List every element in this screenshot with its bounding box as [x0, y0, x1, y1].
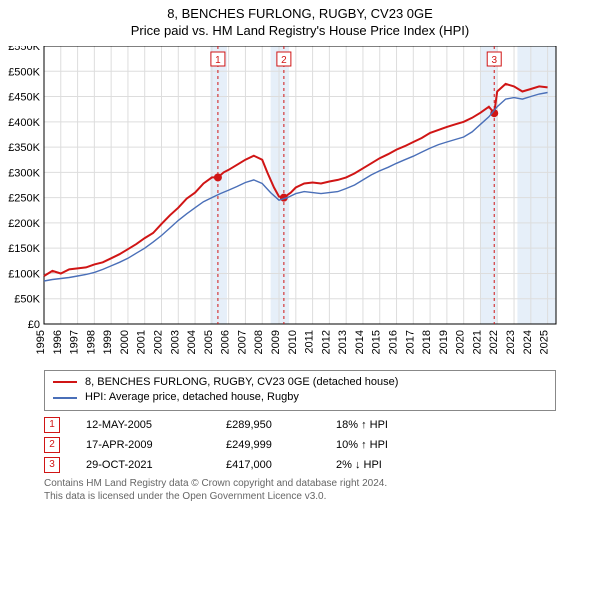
event-marker-number: 2: [281, 55, 287, 66]
event-price: £289,950: [226, 419, 336, 431]
y-tick-label: £300K: [8, 167, 40, 179]
x-tick-label: 1998: [85, 330, 97, 354]
y-tick-label: £550K: [8, 46, 40, 53]
y-tick-label: £350K: [8, 142, 40, 154]
event-row: 3 29-OCT-2021£417,0002% ↓ HPI: [44, 457, 556, 473]
chart-svg: £0 £50K £100K £150K £200K £250K £300K £350K £400…: [0, 46, 600, 366]
legend: 8, BENCHES FURLONG, RUGBY, CV23 0GE (det…: [44, 370, 556, 411]
x-tick-label: 2020: [455, 330, 467, 354]
event-marker: 1: [44, 417, 60, 433]
x-tick-label: 2016: [388, 330, 400, 354]
event-date: 17-APR-2009: [86, 439, 226, 451]
x-tick-label: 2003: [169, 330, 181, 354]
title-line2: Price paid vs. HM Land Registry's House …: [0, 23, 600, 40]
y-tick-label: £450K: [8, 91, 40, 103]
event-price: £249,999: [226, 439, 336, 451]
footer: Contains HM Land Registry data © Crown c…: [44, 477, 556, 503]
footer-line2: This data is licensed under the Open Gov…: [44, 490, 556, 503]
x-tick-label: 1995: [35, 330, 47, 354]
event-diff: 18% ↑ HPI: [336, 419, 456, 431]
x-tick-label: 1996: [52, 330, 64, 354]
x-tick-label: 2019: [438, 330, 450, 354]
y-tick-label: £200K: [8, 218, 40, 230]
y-tick-label: £0: [28, 319, 40, 331]
y-tick-label: £50K: [14, 294, 40, 306]
x-tick-label: 2025: [539, 330, 551, 354]
x-tick-label: 1997: [69, 330, 81, 354]
x-tick-label: 2009: [270, 330, 282, 354]
x-tick-label: 2001: [136, 330, 148, 354]
event-row: 1 12-MAY-2005£289,95018% ↑ HPI: [44, 417, 556, 433]
legend-swatch: [53, 381, 77, 383]
event-date: 12-MAY-2005: [86, 419, 226, 431]
x-tick-label: 2005: [203, 330, 215, 354]
x-tick-label: 2008: [253, 330, 265, 354]
event-date: 29-OCT-2021: [86, 459, 226, 471]
x-tick-label: 2010: [287, 330, 299, 354]
x-tick-label: 2021: [471, 330, 483, 354]
events-table: 1 12-MAY-2005£289,95018% ↑ HPI 2 17-APR-200…: [44, 417, 556, 473]
x-tick-label: 2004: [186, 330, 198, 354]
event-diff: 2% ↓ HPI: [336, 459, 456, 471]
x-tick-label: 2015: [371, 330, 383, 354]
event-diff: 10% ↑ HPI: [336, 439, 456, 451]
event-marker-number: 1: [215, 55, 221, 66]
footer-line1: Contains HM Land Registry data © Crown c…: [44, 477, 556, 490]
legend-label: HPI: Average price, detached house, Rugb…: [85, 390, 299, 405]
highlight-band: [210, 46, 227, 324]
title-line1: 8, BENCHES FURLONG, RUGBY, CV23 0GE: [0, 6, 600, 23]
x-tick-label: 2007: [236, 330, 248, 354]
y-tick-label: £250K: [8, 192, 40, 204]
y-tick-label: £100K: [8, 268, 40, 280]
event-marker: 2: [44, 437, 60, 453]
chart-title: 8, BENCHES FURLONG, RUGBY, CV23 0GE Pric…: [0, 0, 600, 40]
chart-area: £0 £50K £100K £150K £200K £250K £300K £350K £400…: [0, 46, 600, 366]
x-tick-label: 2002: [153, 330, 165, 354]
y-tick-label: £150K: [8, 243, 40, 255]
y-tick-label: £400K: [8, 117, 40, 129]
x-tick-label: 2000: [119, 330, 131, 354]
legend-label: 8, BENCHES FURLONG, RUGBY, CV23 0GE (det…: [85, 375, 398, 390]
x-tick-label: 2023: [505, 330, 517, 354]
x-tick-label: 1999: [102, 330, 114, 354]
x-tick-label: 2012: [320, 330, 332, 354]
legend-row: HPI: Average price, detached house, Rugb…: [53, 390, 547, 405]
highlight-band: [480, 46, 497, 324]
y-tick-label: £500K: [8, 66, 40, 78]
event-marker-number: 3: [491, 55, 497, 66]
x-tick-label: 2024: [522, 330, 534, 354]
legend-swatch: [53, 397, 77, 399]
event-marker: 3: [44, 457, 60, 473]
legend-row: 8, BENCHES FURLONG, RUGBY, CV23 0GE (det…: [53, 375, 547, 390]
x-tick-label: 2018: [421, 330, 433, 354]
x-tick-label: 2017: [404, 330, 416, 354]
x-tick-label: 2014: [354, 330, 366, 354]
x-tick-label: 2006: [220, 330, 232, 354]
x-tick-label: 2022: [488, 330, 500, 354]
event-price: £417,000: [226, 459, 336, 471]
x-tick-label: 2013: [337, 330, 349, 354]
event-row: 2 17-APR-2009£249,99910% ↑ HPI: [44, 437, 556, 453]
x-tick-label: 2011: [304, 330, 316, 354]
